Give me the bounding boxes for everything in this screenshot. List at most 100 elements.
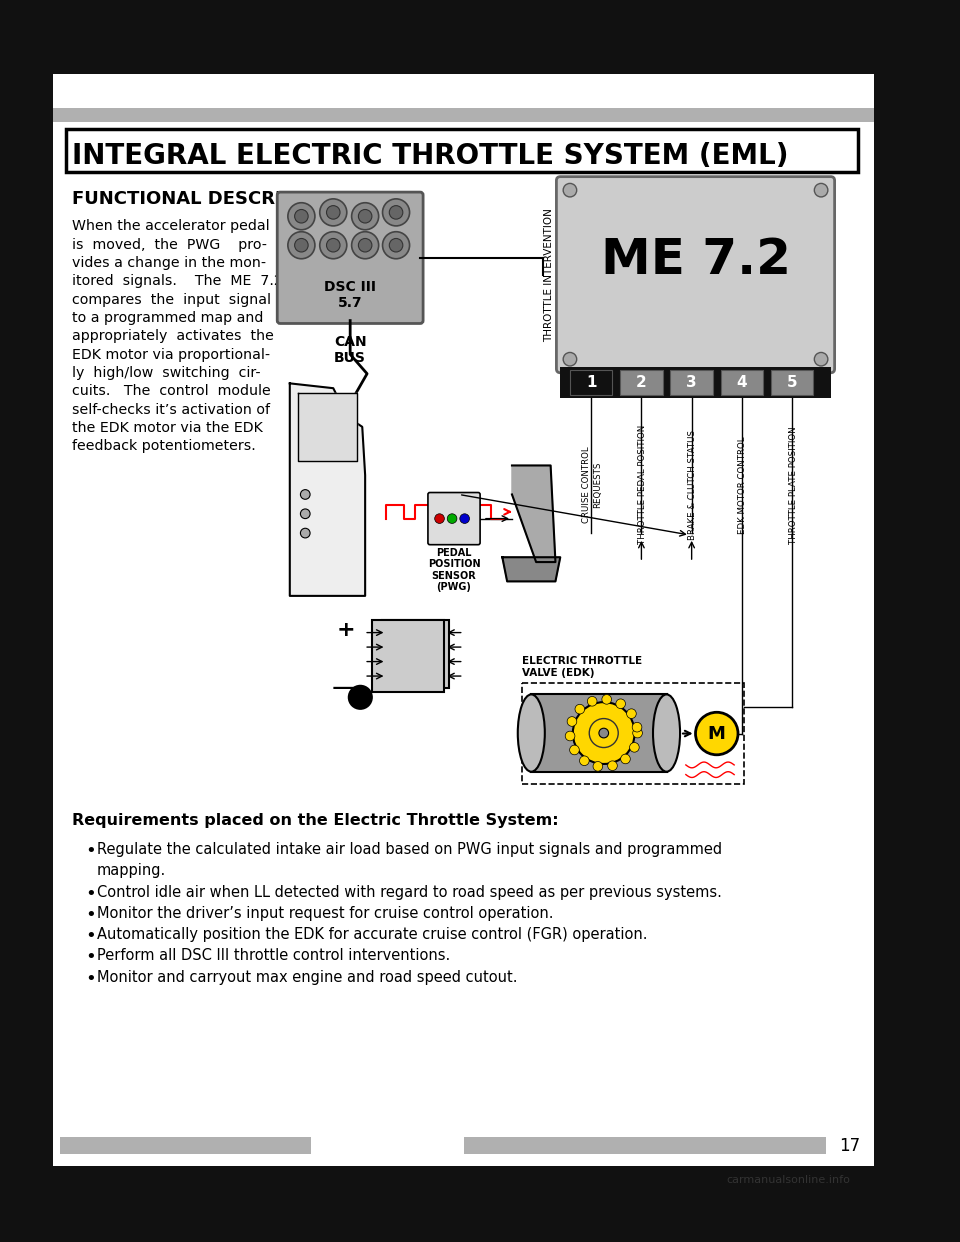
Circle shape: [390, 238, 403, 252]
Circle shape: [630, 743, 639, 753]
Circle shape: [300, 489, 310, 499]
Circle shape: [589, 719, 618, 748]
Text: •: •: [85, 884, 96, 903]
Text: to a programmed map and: to a programmed map and: [72, 310, 264, 325]
Text: •: •: [85, 905, 96, 924]
Circle shape: [295, 238, 308, 252]
Circle shape: [573, 702, 635, 764]
Circle shape: [382, 232, 410, 258]
Text: ly  high/low  switching  cir-: ly high/low switching cir-: [72, 366, 261, 380]
Circle shape: [288, 232, 315, 258]
Text: M: M: [708, 724, 726, 743]
Circle shape: [300, 509, 310, 519]
Circle shape: [567, 717, 577, 727]
Text: EDK motor via proportional-: EDK motor via proportional-: [72, 348, 271, 361]
Circle shape: [320, 232, 347, 258]
Text: THROTTLE PLATE POSITION: THROTTLE PLATE POSITION: [788, 426, 798, 544]
Text: mapping.: mapping.: [97, 863, 166, 878]
Bar: [464, 1136, 826, 1154]
Text: 17: 17: [839, 1136, 860, 1155]
Text: When the accelerator pedal: When the accelerator pedal: [72, 219, 270, 233]
Text: Perform all DSC III throttle control interventions.: Perform all DSC III throttle control int…: [97, 949, 450, 964]
Bar: [372, 620, 444, 693]
Text: +: +: [337, 620, 355, 640]
Text: 4: 4: [736, 375, 747, 390]
Circle shape: [633, 728, 642, 738]
Circle shape: [358, 210, 372, 224]
Ellipse shape: [653, 694, 680, 771]
Circle shape: [295, 210, 308, 224]
Circle shape: [575, 704, 585, 714]
Circle shape: [358, 238, 372, 252]
Bar: [53, 75, 875, 1166]
Ellipse shape: [517, 694, 545, 771]
FancyBboxPatch shape: [277, 193, 423, 323]
Circle shape: [608, 761, 617, 770]
Text: —: —: [332, 673, 360, 702]
Bar: [60, 1136, 311, 1154]
Text: ME 7.2: ME 7.2: [601, 236, 790, 284]
Circle shape: [621, 754, 631, 764]
Circle shape: [390, 206, 403, 219]
Circle shape: [460, 514, 469, 523]
Circle shape: [569, 745, 579, 755]
Text: 3: 3: [686, 375, 697, 390]
Text: •: •: [85, 842, 96, 861]
Text: cuits.   The  control  module: cuits. The control module: [72, 384, 271, 399]
Text: Monitor the driver’s input request for cruise control operation.: Monitor the driver’s input request for c…: [97, 905, 553, 922]
Circle shape: [814, 353, 828, 366]
Text: 2: 2: [636, 375, 647, 390]
Bar: [721, 370, 763, 395]
Text: CRUISE CONTROL
REQUESTS: CRUISE CONTROL REQUESTS: [583, 446, 602, 523]
Bar: [381, 620, 449, 688]
Circle shape: [351, 202, 378, 230]
Text: feedback potentiometers.: feedback potentiometers.: [72, 440, 256, 453]
Text: INTEGRAL ELECTRIC THROTTLE SYSTEM (EML): INTEGRAL ELECTRIC THROTTLE SYSTEM (EML): [72, 143, 789, 170]
Bar: [561, 366, 830, 397]
Text: BRAKE & CLUTCH STATUS: BRAKE & CLUTCH STATUS: [688, 430, 697, 540]
Text: Control idle air when LL detected with regard to road speed as per previous syst: Control idle air when LL detected with r…: [97, 884, 722, 899]
Circle shape: [326, 238, 340, 252]
Circle shape: [447, 514, 457, 523]
Circle shape: [599, 728, 609, 738]
Polygon shape: [512, 466, 556, 563]
Bar: [521, 683, 744, 784]
FancyBboxPatch shape: [557, 176, 834, 373]
Text: 5: 5: [787, 375, 798, 390]
Polygon shape: [502, 558, 561, 581]
Polygon shape: [298, 392, 357, 461]
Bar: [570, 370, 612, 395]
Text: self-checks it’s activation of: self-checks it’s activation of: [72, 402, 271, 416]
Circle shape: [320, 199, 347, 226]
Circle shape: [615, 699, 626, 709]
Circle shape: [593, 761, 603, 771]
Text: is  moved,  the  PWG    pro-: is moved, the PWG pro-: [72, 237, 268, 251]
Text: DSC III
5.7: DSC III 5.7: [324, 279, 376, 310]
Text: CAN
BUS: CAN BUS: [334, 335, 367, 365]
Circle shape: [351, 232, 378, 258]
Circle shape: [564, 353, 577, 366]
Text: •: •: [85, 970, 96, 987]
Bar: [670, 370, 713, 395]
Circle shape: [602, 694, 612, 704]
Text: carmanualsonline.info: carmanualsonline.info: [726, 1175, 850, 1185]
Circle shape: [348, 684, 372, 710]
Text: appropriately  activates  the: appropriately activates the: [72, 329, 275, 343]
Circle shape: [288, 202, 315, 230]
Text: vides a change in the mon-: vides a change in the mon-: [72, 256, 267, 270]
Circle shape: [627, 709, 636, 718]
Bar: [65, 129, 858, 171]
Polygon shape: [290, 384, 365, 596]
Text: •: •: [85, 928, 96, 945]
Circle shape: [633, 723, 642, 732]
Bar: [771, 370, 813, 395]
Circle shape: [814, 184, 828, 197]
Text: Monitor and carryout max engine and road speed cutout.: Monitor and carryout max engine and road…: [97, 970, 517, 985]
Circle shape: [326, 206, 340, 219]
Circle shape: [565, 732, 575, 740]
Circle shape: [300, 528, 310, 538]
Text: 1: 1: [586, 375, 596, 390]
Text: the EDK motor via the EDK: the EDK motor via the EDK: [72, 421, 263, 435]
Circle shape: [580, 756, 589, 765]
Circle shape: [588, 697, 597, 707]
